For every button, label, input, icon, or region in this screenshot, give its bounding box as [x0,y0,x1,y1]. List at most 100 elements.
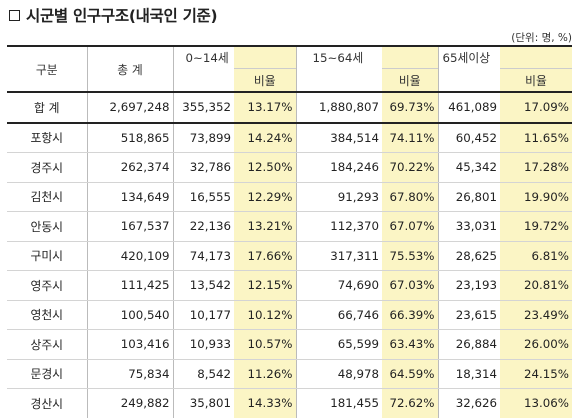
region-name: 구미시 [7,241,87,271]
region-name: 합 계 [7,92,87,124]
age-65-plus-cell: 23,193 [437,270,500,301]
table-row: 경산시 249,882 35,801 14.33% 181,455 72.62% 32,62… [7,388,572,418]
total-cell: 134,649 [86,182,173,212]
header-age-15-64: 15~64세 [295,45,382,69]
age-65-plus-cell: 461,089 [437,92,500,124]
header-total: 총 계 [86,45,173,93]
age-15-64-cell: 317,311 [295,241,382,271]
header-age-0-14: 0~14세 [172,45,234,69]
age-15-64-cell: 48,978 [295,359,382,389]
total-cell: 111,425 [86,270,173,301]
age-15-64-ratio-cell: 74.11% [382,122,438,153]
table-row: 포항시 518,865 73,899 14.24% 384,514 74.11% 60,45… [7,122,572,153]
age-0-14-cell: 32,786 [172,152,234,183]
age-0-14-cell: 355,352 [172,92,234,124]
age-0-14-ratio-cell: 14.24% [234,122,296,153]
header-age-15-64-blank [295,68,382,93]
region-name: 상주시 [7,329,87,360]
page-title: 시군별 인구구조(내국인 기준) [9,4,218,26]
table-row: 영주시 111,425 13,542 12.15% 74,690 67.03% 23,193… [7,270,572,301]
header-age-65-plus: 65세이상 [437,45,500,69]
age-15-64-ratio-cell: 75.53% [382,241,438,271]
region-name: 안동시 [7,211,87,242]
total-cell: 262,374 [86,152,173,183]
age-65-plus-ratio-cell: 6.81% [500,241,572,271]
table-row: 문경시 75,834 8,542 11.26% 48,978 64.59% 18,314 24… [7,359,572,389]
table-row: 경주시 262,374 32,786 12.50% 184,246 70.22% 45,34… [7,152,572,183]
table-row-total: 합 계 2,697,248 355,352 13.17% 1,880,807 69.73%… [7,92,572,124]
age-65-plus-ratio-cell: 23.49% [500,300,572,330]
age-0-14-cell: 10,933 [172,329,234,360]
age-0-14-cell: 13,542 [172,270,234,301]
region-name: 경산시 [30,396,64,411]
age-15-64-ratio-cell: 67.03% [382,270,438,301]
header-age-65-plus-blank [437,68,500,93]
age-65-plus-cell: 28,625 [437,241,500,271]
region-name: 문경시 [7,359,87,389]
age-65-plus-cell: 32,626 [437,388,500,418]
age-15-64-ratio-cell: 67.80% [382,182,438,212]
age-15-64-ratio-cell: 66.39% [382,300,438,330]
header-category: 구분 [7,45,87,93]
age-15-64-cell: 181,455 [295,388,382,418]
age-65-plus-cell: 26,801 [437,182,500,212]
total-cell: 100,540 [86,300,173,330]
age-65-plus-ratio-cell: 20.81% [500,270,572,301]
age-15-64-cell: 91,293 [295,182,382,212]
age-15-64-cell: 65,599 [295,329,382,360]
header-ratio-15-64: 비율 [382,68,438,93]
region-name: 영천시 [7,300,87,330]
age-0-14-ratio-cell: 10.12% [234,300,296,330]
age-65-plus-ratio-cell: 17.28% [500,152,572,183]
age-65-plus-cell: 18,314 [437,359,500,389]
header-age-0-14-blank [172,68,234,93]
age-65-plus-cell: 45,342 [437,152,500,183]
age-0-14-ratio-cell: 12.15% [234,270,296,301]
total-cell: 249,882 [86,388,173,418]
age-15-64-ratio-cell: 69.73% [382,92,438,124]
age-0-14-ratio-cell: 13.21% [234,211,296,242]
header-ratio-65-plus: 비율 [500,68,572,93]
table-row: 안동시 167,537 22,136 13.21% 112,370 67.07% 33,03… [7,211,572,242]
region-name: 김천시 [7,182,87,212]
age-0-14-cell: 22,136 [172,211,234,242]
age-65-plus-ratio-cell: 11.65% [500,122,572,153]
age-15-64-cell: 74,690 [295,270,382,301]
age-15-64-cell: 66,746 [295,300,382,330]
age-0-14-cell: 16,555 [172,182,234,212]
age-15-64-cell: 1,880,807 [295,92,382,124]
age-65-plus-cell: 26,884 [437,329,500,360]
age-15-64-ratio-cell: 63.43% [382,329,438,360]
region-name: 포항시 [7,122,87,153]
age-0-14-ratio-cell: 13.17% [234,92,296,124]
table-row: 김천시 134,649 16,555 12.29% 91,293 67.80% 26,801… [7,182,572,212]
header-ratio-0-14: 비율 [234,68,296,93]
age-65-plus-ratio-cell: 26.00% [500,329,572,360]
age-65-plus-ratio-cell: 19.72% [500,211,572,242]
age-15-64-cell: 112,370 [295,211,382,242]
age-15-64-ratio-cell: 64.59% [382,359,438,389]
region-name: 영주시 [7,270,87,301]
page-title-text: 시군별 인구구조(내국인 기준) [26,7,218,25]
total-cell: 518,865 [86,122,173,153]
age-65-plus-ratio-cell: 19.90% [500,182,572,212]
header-age-65-plus-fill [500,45,572,69]
total-cell: 103,416 [86,329,173,360]
age-65-plus-ratio-cell: 24.15% [500,359,572,389]
age-15-64-ratio-cell: 72.62% [382,388,438,418]
age-0-14-ratio-cell: 12.50% [234,152,296,183]
age-0-14-cell: 35,801 [172,388,234,418]
header-age-0-14-fill [234,45,296,69]
table-row: 구미시 420,109 74,173 17.66% 317,311 75.53% 28,62… [7,241,572,271]
age-0-14-cell: 10,177 [172,300,234,330]
unit-note: (단위: 명, %) [511,32,572,44]
age-15-64-ratio-cell: 67.07% [382,211,438,242]
header-age-15-64-fill [382,45,438,69]
age-0-14-ratio-cell: 12.29% [234,182,296,212]
total-cell: 167,537 [86,211,173,242]
age-15-64-cell: 384,514 [295,122,382,153]
age-0-14-ratio-cell: 14.33% [234,388,296,418]
age-15-64-cell: 184,246 [295,152,382,183]
total-cell: 2,697,248 [86,92,173,124]
age-65-plus-ratio-cell: 13.06% [500,388,572,418]
